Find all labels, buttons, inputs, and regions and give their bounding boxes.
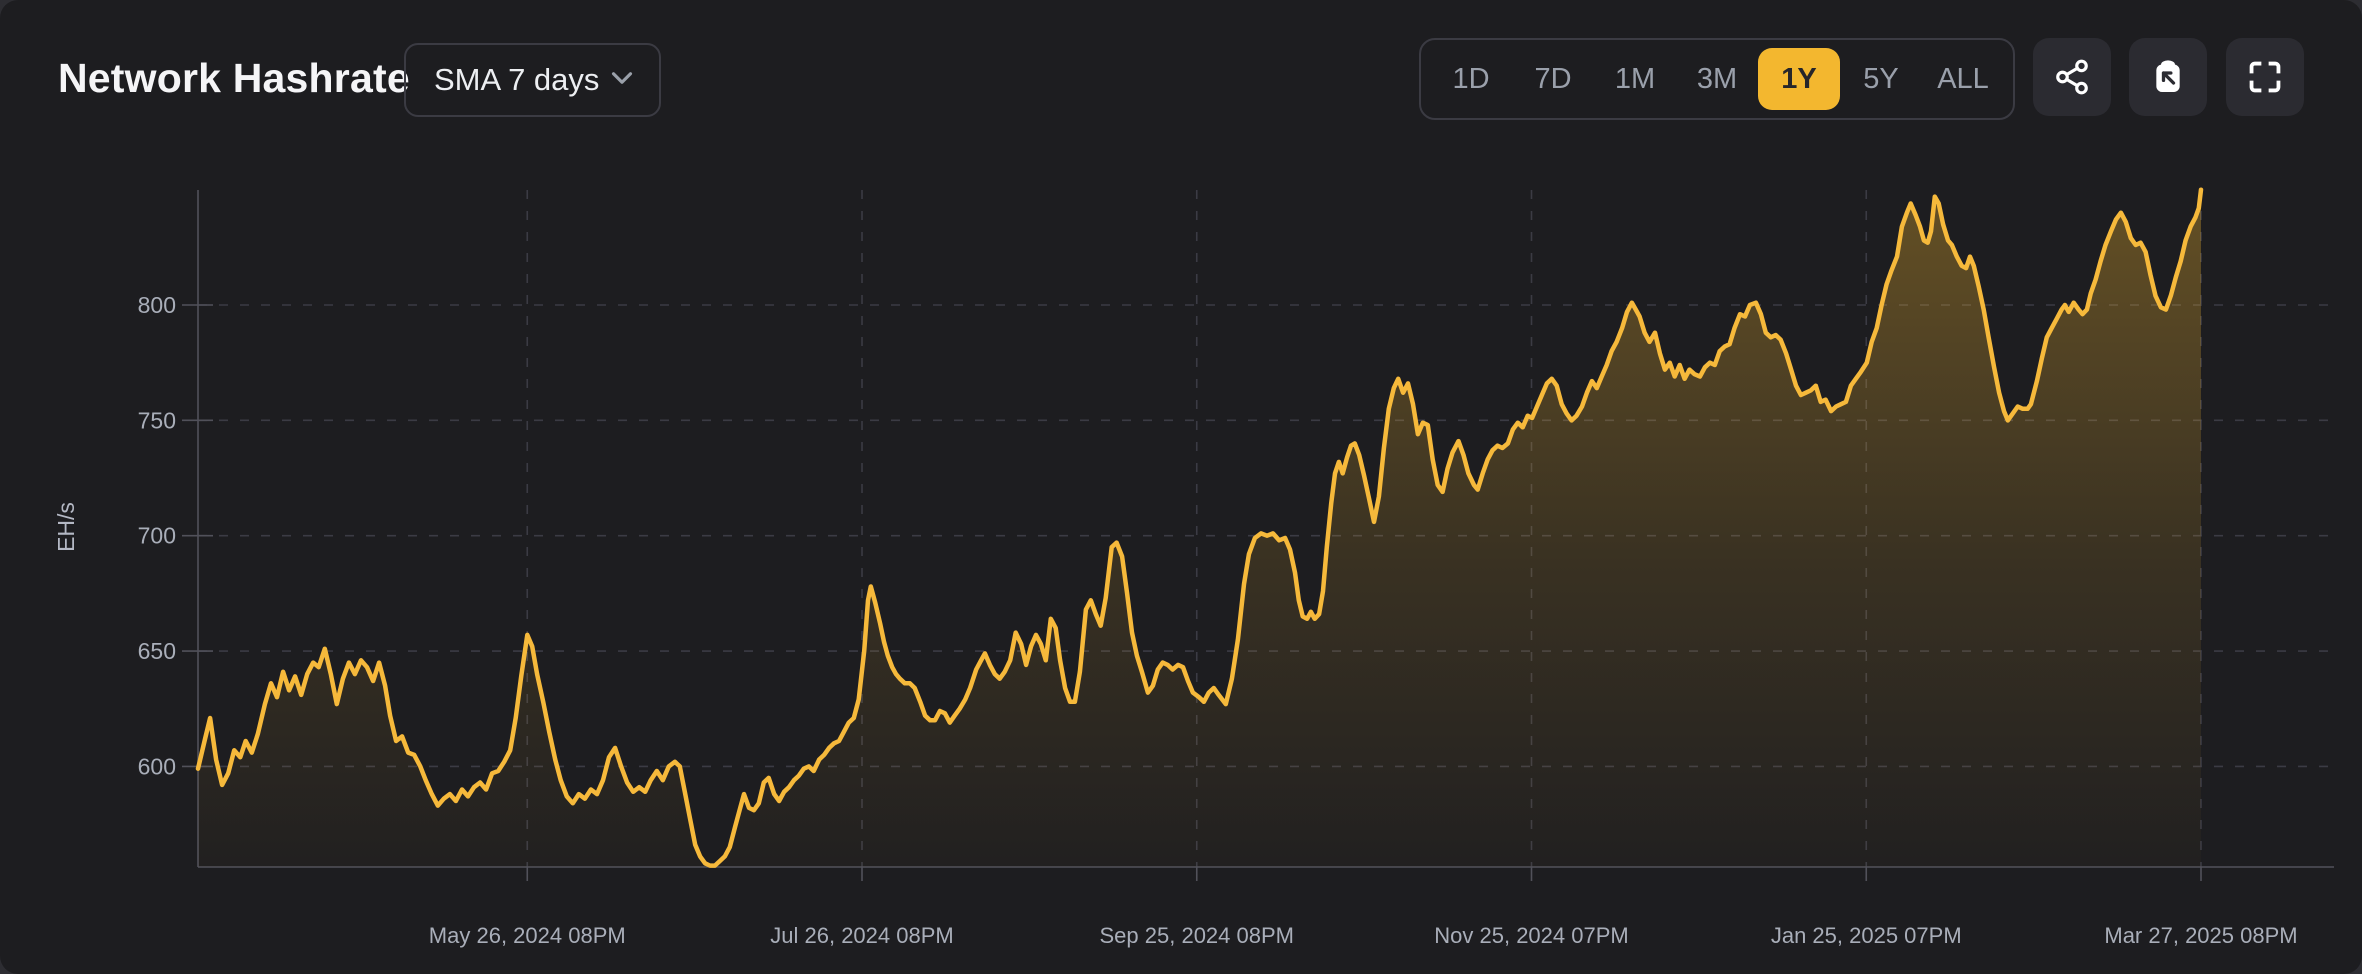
y-tick-label-700: 700 — [138, 523, 176, 549]
share-icon — [2053, 58, 2091, 96]
range-button-1m[interactable]: 1M — [1594, 48, 1676, 110]
x-tick-label-0: May 26, 2024 08PM — [429, 923, 626, 948]
x-tick-label-4: Jan 25, 2025 07PM — [1771, 923, 1962, 948]
fullscreen-icon — [2246, 58, 2284, 96]
series-area-fill — [198, 189, 2201, 867]
sma-dropdown[interactable]: SMA 7 days — [404, 43, 661, 117]
x-tick-label-2: Sep 25, 2024 08PM — [1100, 923, 1294, 948]
chevron-down-icon — [605, 61, 639, 100]
snapshot-icon — [2148, 57, 2188, 97]
range-button-5y[interactable]: 5Y — [1840, 48, 1922, 110]
x-tick-label-5: Mar 27, 2025 08PM — [2104, 923, 2297, 948]
snapshot-button[interactable] — [2129, 38, 2207, 116]
range-button-1y[interactable]: 1Y — [1758, 48, 1840, 110]
x-tick-label-1: Jul 26, 2024 08PM — [770, 923, 953, 948]
range-button-3m[interactable]: 3M — [1676, 48, 1758, 110]
series-line — [195, 187, 2204, 868]
range-button-all[interactable]: ALL — [1922, 48, 2004, 110]
y-tick-label-600: 600 — [138, 753, 176, 779]
share-button[interactable] — [2033, 38, 2111, 116]
y-tick-label-800: 800 — [138, 292, 176, 318]
range-button-7d[interactable]: 7D — [1512, 48, 1594, 110]
page-title: Network Hashrate — [58, 55, 410, 101]
fullscreen-button[interactable] — [2226, 38, 2304, 116]
range-button-1d[interactable]: 1D — [1430, 48, 1512, 110]
x-tick-label-3: Nov 25, 2024 07PM — [1434, 923, 1628, 948]
range-group: 1D 7D 1M 3M 1Y 5Y ALL — [1419, 38, 2015, 120]
y-tick-label-650: 650 — [138, 638, 176, 664]
sma-dropdown-value: SMA 7 days — [434, 62, 600, 97]
y-tick-label-750: 750 — [138, 407, 176, 433]
y-axis-title: EH/s — [53, 502, 79, 552]
